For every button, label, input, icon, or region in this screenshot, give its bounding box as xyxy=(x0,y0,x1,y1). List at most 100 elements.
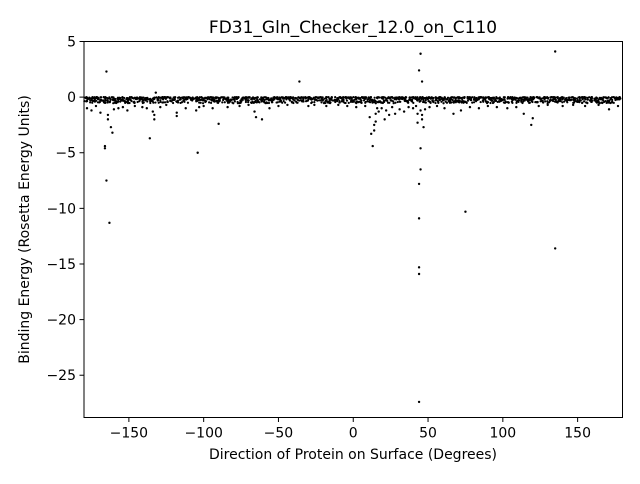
band-point xyxy=(223,101,226,104)
band-point xyxy=(386,99,389,102)
data-point xyxy=(151,110,155,113)
band-point xyxy=(544,100,547,103)
band-point xyxy=(374,102,377,105)
band-point xyxy=(360,99,363,102)
band-point xyxy=(357,97,360,100)
band-point xyxy=(581,98,584,101)
band-point xyxy=(115,100,118,103)
band-point xyxy=(121,99,125,102)
data-point xyxy=(530,123,533,127)
band-point xyxy=(86,96,89,99)
band-point xyxy=(142,101,145,104)
band-point xyxy=(496,97,499,100)
band-point xyxy=(202,99,205,102)
data-point xyxy=(383,118,386,121)
band-point xyxy=(464,100,468,104)
data-point xyxy=(153,118,156,121)
band-point xyxy=(539,97,542,101)
band-point xyxy=(283,97,286,100)
band-point xyxy=(607,101,610,104)
band-point xyxy=(378,96,381,99)
data-point xyxy=(420,80,424,83)
band-point xyxy=(377,101,380,104)
band-point xyxy=(428,100,432,104)
data-point xyxy=(374,120,377,123)
data-point xyxy=(277,104,280,108)
y-tick-label: 5 xyxy=(67,35,76,51)
band-point xyxy=(570,96,573,99)
band-point xyxy=(451,96,454,99)
band-point xyxy=(207,96,210,99)
band-point xyxy=(136,100,139,104)
band-point xyxy=(96,98,100,101)
band-point xyxy=(119,97,122,100)
data-point xyxy=(420,118,424,121)
band-point xyxy=(121,96,124,99)
band-point xyxy=(218,98,221,101)
band-point xyxy=(434,101,437,105)
band-point xyxy=(561,101,564,104)
band-point xyxy=(260,99,264,102)
band-point xyxy=(213,100,216,103)
data-point xyxy=(459,109,463,112)
band-point xyxy=(352,100,355,103)
band-point xyxy=(492,97,495,100)
y-tick-label: −15 xyxy=(46,257,76,273)
data-point xyxy=(522,112,525,116)
band-point xyxy=(191,96,194,99)
band-point xyxy=(96,96,100,99)
band-point xyxy=(578,96,581,99)
band-point xyxy=(394,101,397,104)
data-point xyxy=(196,151,199,154)
band-point xyxy=(104,98,107,101)
band-point xyxy=(369,96,373,99)
band-point xyxy=(314,96,318,99)
band-point xyxy=(611,98,614,101)
band-point xyxy=(498,96,501,99)
band-point xyxy=(532,96,535,99)
band-point xyxy=(376,97,379,100)
band-point xyxy=(282,99,285,103)
band-point xyxy=(510,100,513,103)
data-point xyxy=(414,104,418,108)
band-point xyxy=(283,101,287,104)
band-point xyxy=(546,97,549,100)
band-point xyxy=(323,97,326,100)
band-point xyxy=(281,101,284,104)
band-point xyxy=(363,97,367,101)
band-point xyxy=(106,101,109,104)
band-point xyxy=(400,96,403,99)
band-point xyxy=(454,101,457,104)
data-point xyxy=(202,104,205,108)
data-point xyxy=(571,103,575,107)
band-point xyxy=(164,101,167,104)
band-point xyxy=(296,98,299,101)
data-point xyxy=(184,107,187,110)
band-point xyxy=(105,96,109,100)
x-tick-label: 50 xyxy=(419,426,437,442)
band-point xyxy=(458,101,461,104)
band-point xyxy=(458,97,461,100)
band-point xyxy=(130,99,133,103)
data-point xyxy=(374,112,377,116)
band-point xyxy=(321,98,325,101)
band-point xyxy=(146,100,149,103)
band-point xyxy=(478,96,481,99)
band-point xyxy=(484,98,487,102)
data-point xyxy=(99,111,102,114)
band-point xyxy=(342,98,345,102)
band-point xyxy=(471,101,474,104)
x-tick-label: −50 xyxy=(264,426,294,442)
band-point xyxy=(451,99,454,102)
data-point xyxy=(416,112,419,116)
band-point xyxy=(159,100,162,103)
data-point xyxy=(515,105,518,109)
band-point xyxy=(424,97,428,100)
band-point xyxy=(342,96,345,99)
x-tick-label: −100 xyxy=(184,426,222,442)
band-point xyxy=(360,101,363,104)
data-point xyxy=(371,144,374,148)
band-point xyxy=(158,96,161,99)
band-point xyxy=(292,98,295,101)
